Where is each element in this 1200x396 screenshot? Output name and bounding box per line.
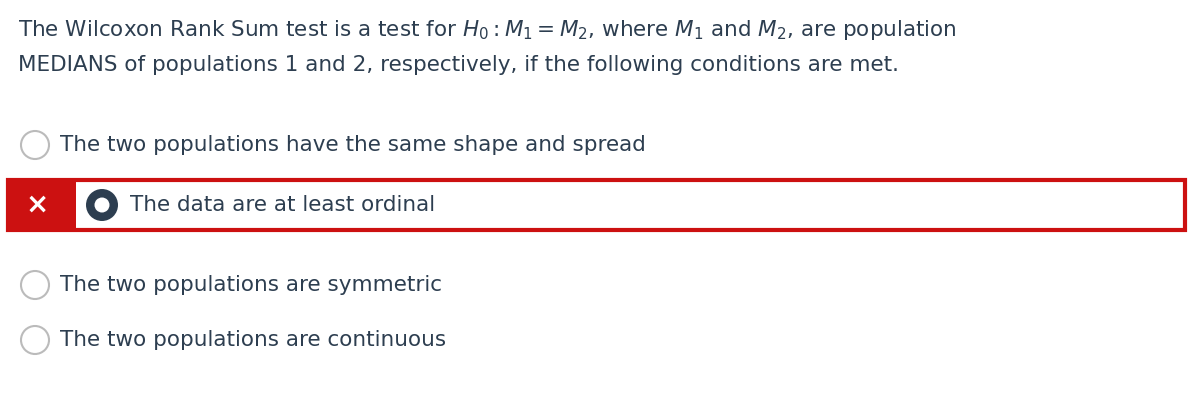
Ellipse shape xyxy=(95,198,109,213)
Text: The Wilcoxon Rank Sum test is a test for $H_0 : M_1 = M_2$, where $M_1$ and $M_2: The Wilcoxon Rank Sum test is a test for… xyxy=(18,18,956,42)
Text: The two populations have the same shape and spread: The two populations have the same shape … xyxy=(60,135,646,155)
Bar xyxy=(8,180,1186,230)
Bar xyxy=(8,180,1186,230)
Ellipse shape xyxy=(22,131,49,159)
Ellipse shape xyxy=(22,271,49,299)
Text: The data are at least ordinal: The data are at least ordinal xyxy=(130,195,436,215)
Text: The two populations are symmetric: The two populations are symmetric xyxy=(60,275,442,295)
Text: ×: × xyxy=(25,191,49,219)
Bar xyxy=(76,180,1186,230)
Text: MEDIANS of populations 1 and 2, respectively, if the following conditions are me: MEDIANS of populations 1 and 2, respecti… xyxy=(18,55,899,75)
Text: The two populations are continuous: The two populations are continuous xyxy=(60,330,446,350)
Ellipse shape xyxy=(22,326,49,354)
Ellipse shape xyxy=(86,189,118,221)
